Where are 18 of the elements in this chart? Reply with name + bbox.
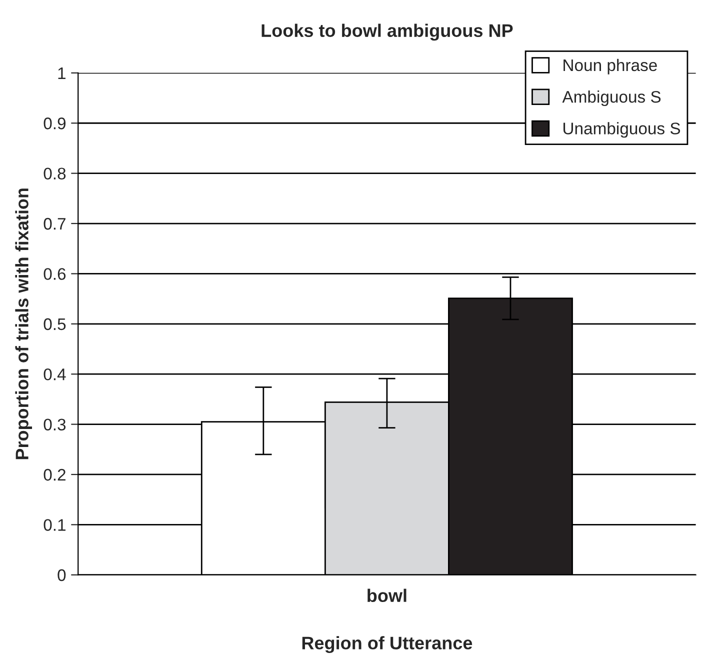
chart-title: Looks to bowl ambiguous NP: [262, 24, 513, 41]
x-tick-label: bowl: [368, 588, 406, 602]
x-axis-title: Region of Utterance: [302, 636, 472, 654]
legend-label: Unambiguous S: [564, 122, 680, 138]
y-tick-label: 0.4: [44, 368, 66, 380]
y-axis-title: Proportion of trials with fixation: [15, 188, 32, 460]
legend-label: Ambiguous S: [562, 90, 661, 106]
y-tick-label: 1: [58, 68, 66, 79]
y-tick-label: 0.8: [44, 168, 66, 180]
legend-label: Noun phrase: [564, 58, 657, 74]
y-tick-label: 0: [58, 569, 66, 582]
y-tick-label: 0.7: [44, 218, 66, 230]
y-tick-label: 0.6: [44, 268, 66, 280]
y-tick-label: 0.9: [44, 118, 66, 130]
y-tick-label: 0.3: [44, 418, 66, 430]
y-tick-label: 0.1: [44, 519, 66, 531]
y-tick-label: 0.2: [44, 468, 66, 481]
y-tick-label: 0.5: [44, 318, 66, 330]
